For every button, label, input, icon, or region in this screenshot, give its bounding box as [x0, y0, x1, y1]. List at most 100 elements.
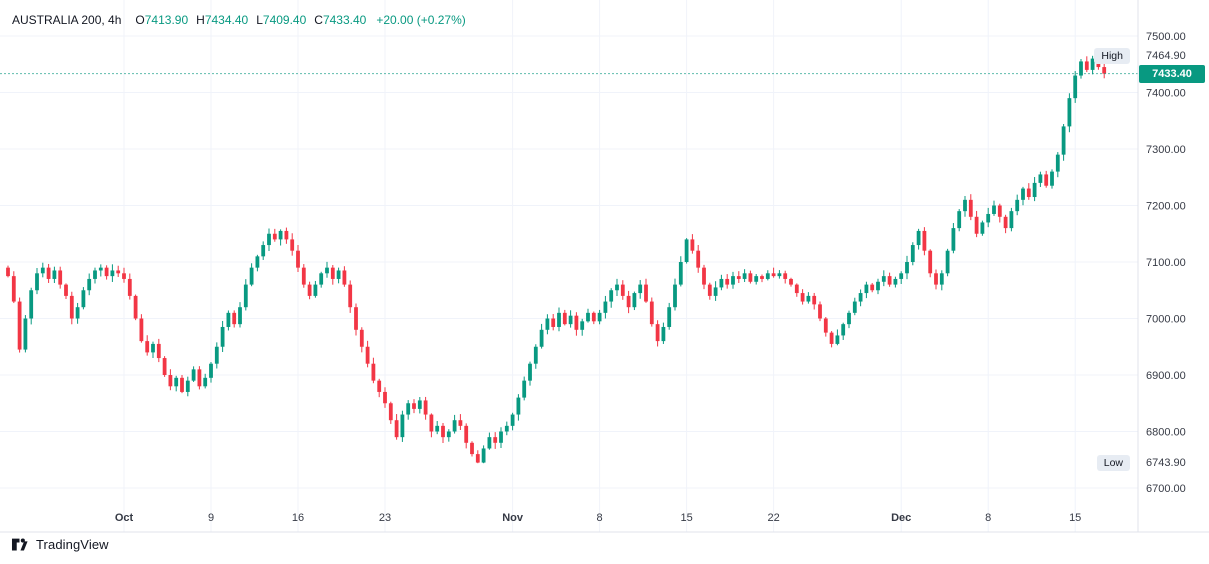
- candle-body: [713, 287, 718, 296]
- candle-body: [1009, 211, 1014, 229]
- candle-body: [574, 315, 579, 330]
- candle-body: [615, 284, 619, 291]
- candle-body: [209, 363, 213, 378]
- candle-body: [974, 216, 979, 234]
- candle-body: [568, 315, 573, 325]
- candle-body: [765, 273, 770, 279]
- price-tick-label: 7200.00: [1146, 201, 1186, 213]
- symbol-legend[interactable]: AUSTRALIA 200, 4h O7413.90 H7434.40 L740…: [12, 13, 466, 27]
- candle-body: [847, 312, 851, 325]
- candle-body: [354, 307, 358, 330]
- candle-body: [742, 273, 747, 279]
- low-label: L: [256, 13, 263, 27]
- candle-body: [905, 262, 909, 274]
- close-label: C: [314, 13, 323, 27]
- candle-body: [939, 273, 944, 285]
- candle-body: [35, 273, 39, 291]
- candle-body: [864, 284, 869, 294]
- candle-body: [226, 312, 231, 327]
- candle-body: [794, 284, 799, 294]
- high-label: H: [196, 13, 205, 27]
- candle-body: [493, 437, 498, 443]
- candle-body: [377, 380, 382, 392]
- candle-body: [284, 230, 289, 240]
- candle-body: [945, 250, 950, 274]
- candle-body: [835, 335, 840, 344]
- candle-body: [46, 267, 51, 279]
- candle-body: [1084, 61, 1089, 70]
- time-tick-label: 15: [680, 512, 692, 524]
- candle-body: [1026, 188, 1031, 198]
- high-price-label: 7464.90: [1146, 49, 1186, 62]
- candle-body: [528, 363, 532, 381]
- candle-body: [174, 377, 179, 387]
- open-value: 7413.90: [144, 13, 189, 27]
- candle-body: [220, 326, 225, 347]
- candle-body: [151, 343, 155, 353]
- candle-body: [1067, 98, 1072, 127]
- candle-body: [597, 312, 602, 322]
- candle-body: [394, 420, 399, 438]
- candle-body: [678, 262, 683, 285]
- ohlc-low: L7409.40: [256, 13, 306, 27]
- symbol-title[interactable]: AUSTRALIA 200, 4h: [12, 13, 122, 27]
- candle-body: [232, 312, 237, 325]
- candle-body: [881, 276, 886, 282]
- candle-body: [441, 425, 445, 438]
- candle-body: [916, 230, 921, 246]
- time-tick-label: 22: [767, 512, 779, 524]
- candle-body: [591, 312, 596, 322]
- candle-body: [1079, 61, 1083, 76]
- candle-body: [968, 199, 973, 217]
- candle-body: [771, 273, 776, 277]
- candle-body: [348, 284, 353, 308]
- candle-body: [951, 228, 956, 251]
- candle-body: [481, 448, 486, 463]
- candle-body: [23, 318, 28, 350]
- candle-body: [876, 281, 880, 291]
- candle-body: [1038, 174, 1043, 183]
- candle-body: [203, 377, 208, 387]
- candle-body: [499, 431, 503, 443]
- candle-body: [632, 293, 637, 308]
- candle-body: [1032, 182, 1037, 198]
- candle-body: [69, 295, 74, 319]
- candle-body: [191, 369, 196, 381]
- candle-body: [551, 318, 556, 327]
- candle-body: [800, 293, 805, 302]
- candle-body: [116, 270, 121, 274]
- candle-body: [290, 239, 295, 251]
- price-tick-label: 7000.00: [1146, 314, 1186, 326]
- brand-text[interactable]: TradingView: [36, 537, 109, 552]
- candle-body: [609, 290, 614, 302]
- candle-body: [887, 276, 892, 285]
- candle-body: [673, 284, 677, 308]
- candle-body: [435, 425, 440, 432]
- candle-body: [307, 284, 312, 296]
- candle-body: [684, 239, 689, 262]
- candle-body: [145, 341, 150, 353]
- time-tick-label: 16: [292, 512, 304, 524]
- candle-body: [533, 346, 538, 364]
- candle-body: [702, 267, 706, 285]
- footer-brand[interactable]: TradingView: [10, 535, 109, 554]
- candle-body: [383, 391, 387, 404]
- candle-body: [980, 222, 985, 234]
- candle-body: [249, 267, 254, 285]
- candle-body: [748, 273, 753, 282]
- candle-body: [1061, 126, 1066, 155]
- candle-body: [655, 324, 660, 342]
- candle-body: [823, 318, 828, 333]
- candle-body: [736, 276, 741, 279]
- candle-body: [510, 414, 515, 426]
- candle-body: [423, 400, 428, 415]
- candle-body: [139, 318, 144, 342]
- candle-body: [11, 276, 16, 302]
- candle-body: [319, 273, 324, 285]
- candle-body: [539, 329, 544, 347]
- candle-body: [690, 239, 695, 251]
- close-value: 7433.40: [322, 13, 367, 27]
- candle-body: [719, 278, 724, 288]
- candle-body: [464, 425, 469, 443]
